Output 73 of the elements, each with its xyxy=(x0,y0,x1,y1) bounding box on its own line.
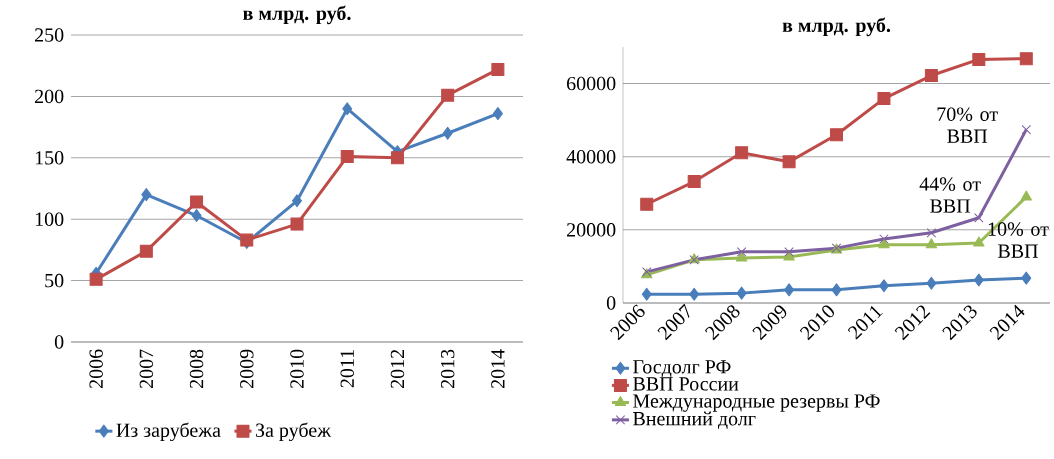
legend-label: Внешний долг xyxy=(633,411,756,430)
x-tick-label: 2013 xyxy=(440,349,455,388)
y-tick-label: 250 xyxy=(35,28,64,42)
y-tick-label: 20000 xyxy=(567,223,616,237)
point xyxy=(972,52,986,66)
point xyxy=(492,107,503,121)
point xyxy=(687,175,701,189)
point xyxy=(736,286,747,300)
point xyxy=(974,213,984,223)
point xyxy=(390,151,404,165)
point xyxy=(973,273,984,287)
y-tick-label: 150 xyxy=(35,151,64,165)
legend-label: Международные резервы РФ xyxy=(633,394,880,412)
point xyxy=(689,287,700,301)
point xyxy=(640,197,654,211)
point xyxy=(342,102,353,116)
point xyxy=(830,128,844,142)
point xyxy=(831,283,842,297)
point xyxy=(926,276,937,290)
point xyxy=(340,150,354,164)
x-tick-label: 2007 xyxy=(139,349,154,388)
point xyxy=(491,62,505,76)
point xyxy=(924,69,938,83)
annotation: 44% от ВВП xyxy=(919,177,981,213)
point xyxy=(89,272,103,286)
point xyxy=(141,188,152,202)
point xyxy=(735,146,749,160)
y-tick-label: 0 xyxy=(54,335,64,349)
x-tick-label: 2014 xyxy=(491,349,505,388)
point xyxy=(641,287,652,301)
y-tick-label: 200 xyxy=(35,89,64,104)
point xyxy=(1019,52,1033,66)
point xyxy=(1020,190,1032,201)
point xyxy=(1021,124,1032,135)
point xyxy=(292,194,302,208)
point xyxy=(783,250,795,261)
point xyxy=(879,234,889,244)
x-tick-label: 2010 xyxy=(290,349,304,388)
point xyxy=(926,228,937,238)
chart-title: в млрд. руб. xyxy=(782,17,891,37)
y-tick-label: 100 xyxy=(35,212,64,226)
chart-title: в млрд. руб. xyxy=(243,5,351,25)
legend-label: Из зарубежа xyxy=(116,422,221,442)
point xyxy=(878,238,890,249)
x-tick-label: 2011 xyxy=(847,305,883,340)
point xyxy=(878,279,889,293)
y-tick-label: 60000 xyxy=(567,76,616,91)
point xyxy=(139,244,153,258)
x-tick-label: 2008 xyxy=(189,349,204,388)
point xyxy=(1021,271,1032,285)
point xyxy=(973,236,985,247)
point xyxy=(877,92,891,106)
y-tick-label: 40000 xyxy=(566,149,616,164)
x-tick-label: 2011 xyxy=(340,350,354,388)
x-tick-label: 2012 xyxy=(390,349,405,388)
point xyxy=(190,195,204,209)
point xyxy=(191,209,202,223)
legend-label: Госдолг РФ xyxy=(633,360,731,378)
point xyxy=(442,126,453,140)
y-tick-label: 50 xyxy=(45,273,64,288)
legend-label: За рубеж xyxy=(255,422,332,442)
legend-label: ВВП России xyxy=(633,377,739,391)
annotation: 70% от ВВП xyxy=(937,107,998,143)
point xyxy=(290,217,304,231)
point xyxy=(441,88,455,102)
point xyxy=(784,247,794,257)
point xyxy=(735,251,748,262)
point xyxy=(784,283,795,297)
point xyxy=(736,247,747,257)
point xyxy=(782,155,796,169)
x-tick-label: 2006 xyxy=(89,349,103,388)
x-tick-label: 2009 xyxy=(240,349,254,388)
point xyxy=(925,238,938,249)
